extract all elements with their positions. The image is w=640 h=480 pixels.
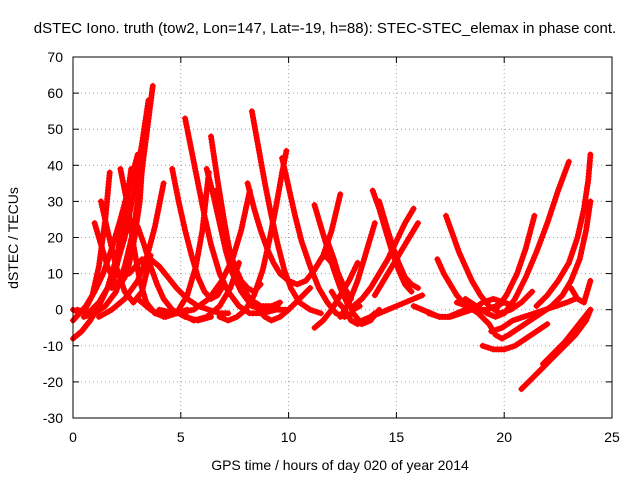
y-tick-label: 60: [47, 85, 63, 101]
series-markers: [505, 198, 594, 338]
y-tick-label: 40: [47, 157, 63, 173]
y-tick-label: -20: [43, 374, 63, 390]
series-pass-11: [95, 180, 167, 320]
series-markers: [462, 158, 572, 320]
series-markers: [540, 306, 594, 367]
series-markers: [177, 259, 242, 324]
series-markers: [453, 299, 512, 342]
y-tick-label: 50: [47, 121, 63, 137]
chart-title: dSTEC Iono. truth (tow2, Lon=147, Lat=-1…: [34, 20, 616, 37]
series-markers: [156, 187, 253, 317]
series-pass-35: [358, 292, 426, 324]
x-tick-label: 10: [281, 429, 297, 445]
y-tick-label: 20: [47, 230, 63, 246]
series-markers: [337, 220, 378, 320]
x-tick-label: 20: [496, 429, 512, 445]
series-pass-32: [376, 198, 421, 291]
series-markers: [479, 321, 551, 353]
series-pass-23: [216, 147, 290, 324]
series-pass-7: [91, 133, 148, 288]
series-markers: [350, 205, 417, 310]
series-pass-43: [479, 321, 551, 353]
series-markers: [95, 180, 167, 320]
series-markers: [313, 252, 355, 302]
tick-labels: 0 5 10 15 20 25 -30 -20 -10 0 10 20 30 40 50 60 70: [43, 49, 620, 445]
series-pass-42: [492, 212, 538, 313]
series-markers: [358, 292, 426, 324]
series-pass-19: [177, 259, 242, 324]
series-pass-46: [533, 151, 594, 310]
series-markers: [279, 155, 357, 320]
series-markers: [126, 256, 232, 317]
y-tick-label: -30: [43, 410, 63, 426]
series-pass-45: [505, 198, 594, 338]
series-markers: [492, 212, 538, 313]
y-tick-label: 0: [55, 302, 63, 318]
series-pass-33: [350, 205, 417, 310]
x-tick-label: 25: [604, 429, 620, 445]
y-axis-label: dSTEC / TECUs: [5, 187, 21, 289]
series-pass-47: [568, 277, 594, 306]
series-pass-22: [255, 285, 314, 324]
series-markers: [371, 220, 421, 299]
x-axis-label: GPS time / hours of day 020 of year 2014: [211, 457, 469, 473]
plot-series: [70, 82, 594, 393]
series-markers: [91, 133, 148, 288]
x-tick-label: 0: [69, 429, 77, 445]
series-pass-28: [313, 252, 355, 302]
series-markers: [212, 187, 264, 295]
series-pass-30: [337, 220, 378, 320]
series-pass-49: [540, 306, 594, 367]
y-tick-label: -10: [43, 338, 63, 354]
series-markers: [533, 151, 594, 310]
series-pass-40: [453, 299, 512, 342]
y-tick-label: 30: [47, 193, 63, 209]
x-tick-label: 5: [177, 429, 185, 445]
x-tick-label: 15: [389, 429, 405, 445]
y-tick-label: 10: [47, 266, 63, 282]
series-markers: [216, 147, 290, 324]
series-markers: [255, 285, 314, 324]
y-tick-label: 70: [47, 49, 63, 65]
plot-frame: [72, 56, 613, 419]
series-pass-41: [462, 158, 572, 320]
series-pass-34: [371, 220, 421, 299]
series-markers: [568, 277, 594, 306]
